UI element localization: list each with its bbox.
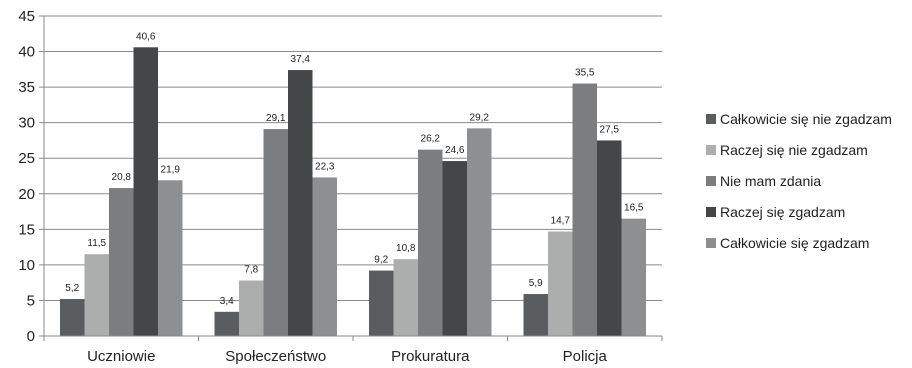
y-tick-label: 20 (18, 186, 35, 203)
legend: Całkowicie się nie zgadzam Raczej się nie… (706, 111, 892, 251)
bar (369, 270, 394, 336)
bar (523, 294, 548, 336)
bars (60, 47, 646, 337)
x-category-label: Uczniowie (87, 348, 155, 365)
data-label: 22,3 (315, 161, 335, 172)
data-label: 27,5 (600, 124, 620, 135)
data-label: 21,9 (161, 164, 181, 175)
y-tick-label: 0 (27, 328, 35, 345)
bar (84, 254, 109, 336)
bar (621, 218, 646, 336)
data-label: 11,5 (87, 238, 106, 249)
data-label: 14,7 (551, 215, 571, 226)
y-tick-label: 30 (18, 115, 35, 132)
data-label: 5,9 (529, 278, 543, 289)
y-tick-label: 25 (18, 150, 35, 167)
y-tick-label: 45 (18, 8, 35, 25)
bar (572, 83, 597, 336)
bar (158, 180, 183, 336)
data-label: 20,8 (112, 172, 132, 183)
data-label: 3,4 (220, 296, 234, 307)
data-label: 40,6 (136, 31, 156, 42)
legend-label: Raczej się zgadzam (720, 204, 845, 220)
x-category-label: Społeczeństwo (225, 348, 326, 365)
y-axis: 0 5 10 15 20 25 30 35 40 45 (18, 8, 45, 345)
y-tick-label: 35 (18, 79, 35, 96)
y-tick-label: 10 (18, 257, 35, 274)
data-label: 35,5 (575, 68, 595, 79)
data-label: 26,2 (421, 134, 441, 145)
bar (312, 177, 337, 336)
x-category-label: Prokuratura (391, 348, 470, 365)
legend-label: Całkowicie się zgadzam (720, 235, 869, 251)
bar (393, 259, 418, 336)
bar (133, 47, 158, 337)
data-label: 24,6 (445, 145, 465, 156)
bar (263, 129, 288, 336)
data-label: 10,8 (396, 243, 416, 254)
y-tick-label: 40 (18, 44, 35, 61)
bar (60, 299, 85, 336)
bar (214, 311, 239, 336)
data-label: 9,2 (374, 255, 388, 266)
data-labels: 5,2 11,5 20,8 40,6 21,9 3,4 7,8 29,1 37,4 22,3 9,2… (65, 31, 644, 307)
legend-label: Całkowicie się nie zgadzam (720, 111, 892, 127)
data-label: 16,5 (624, 203, 644, 214)
bar (418, 149, 443, 336)
x-axis: Uczniowie Społeczeństwo Prokuratura Policja (43, 335, 663, 365)
y-tick-label: 5 (27, 292, 35, 309)
data-label: 7,8 (244, 265, 258, 276)
data-label: 37,4 (291, 54, 311, 65)
bar (109, 188, 134, 336)
bar (442, 161, 467, 336)
bar (597, 140, 622, 336)
x-category-label: Policja (563, 348, 608, 365)
legend-label: Nie mam zdania (720, 173, 821, 189)
bar (239, 280, 264, 336)
legend-swatch (706, 207, 716, 217)
legend-label: Raczej się nie zgadzam (720, 142, 868, 158)
y-tick-label: 15 (18, 221, 35, 238)
data-label: 29,1 (266, 113, 286, 124)
bar (548, 231, 573, 336)
data-label: 29,2 (470, 112, 490, 123)
legend-swatch (706, 238, 716, 248)
data-label: 5,2 (65, 283, 79, 294)
bar (467, 128, 492, 336)
legend-swatch (706, 176, 716, 186)
legend-swatch (706, 114, 716, 124)
bar (288, 70, 313, 337)
legend-swatch (706, 145, 716, 155)
